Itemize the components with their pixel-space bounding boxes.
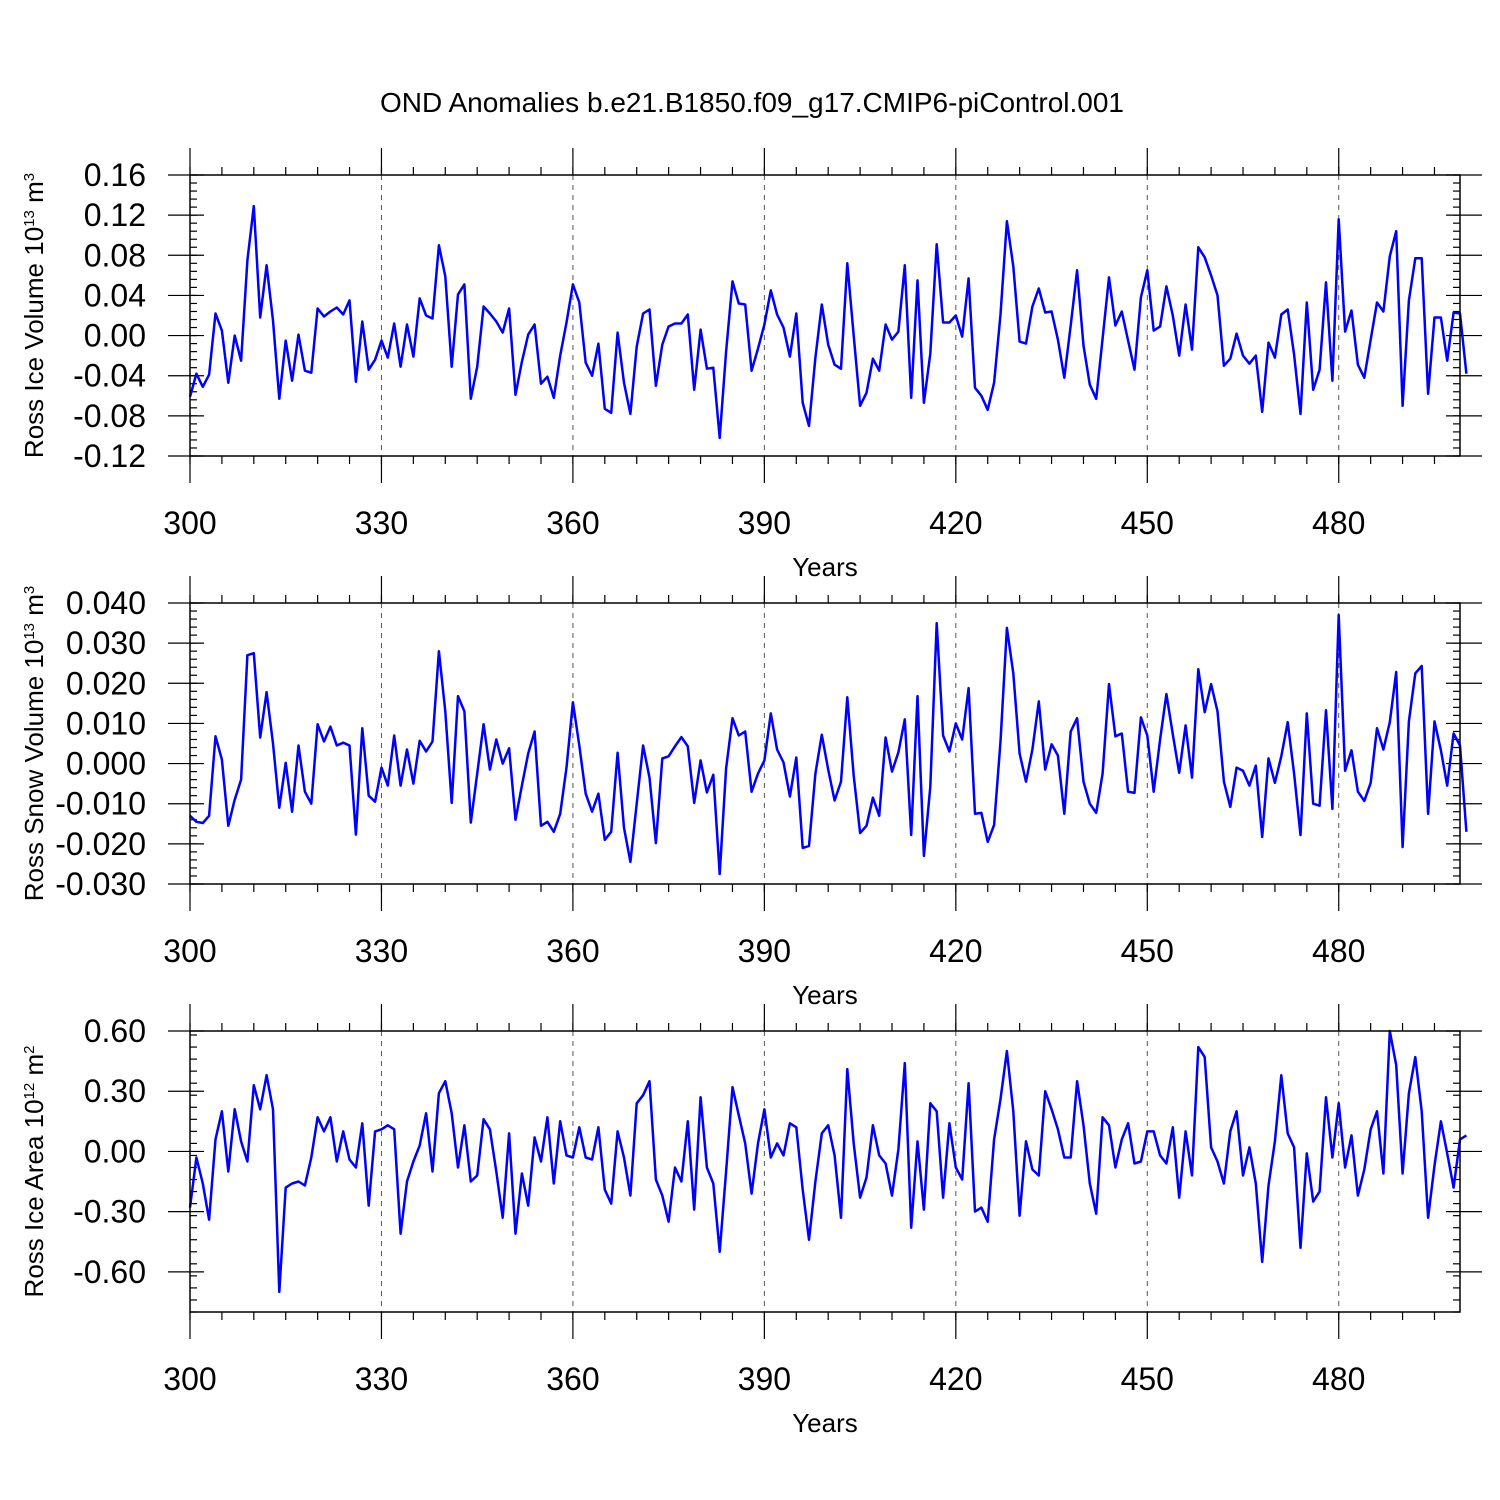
y-tick-label: -0.08 [73, 398, 146, 434]
y-axis-label: Ross Ice Area 1012 m2 [19, 1046, 49, 1298]
y-tick-label: 0.12 [84, 197, 146, 233]
x-tick-label: 420 [929, 1361, 982, 1397]
y-tick-label: -0.12 [73, 438, 146, 474]
x-tick-label: 300 [163, 1361, 216, 1397]
y-tick-label: 0.040 [66, 585, 146, 621]
y-tick-label: 0.030 [66, 625, 146, 661]
x-tick-label: 450 [1121, 1361, 1174, 1397]
y-tick-label: 0.16 [84, 157, 146, 193]
x-tick-label: 480 [1312, 505, 1365, 541]
x-tick-label: 420 [929, 505, 982, 541]
y-tick-label: -0.60 [73, 1254, 146, 1290]
data-series-line [188, 1029, 1468, 1294]
x-tick-label: 450 [1121, 933, 1174, 969]
x-tick-label: 390 [738, 1361, 791, 1397]
data-series-line [189, 613, 1468, 876]
x-tick-label: 360 [546, 505, 599, 541]
y-tick-label: 0.04 [84, 277, 146, 313]
plot-frame [189, 1030, 1461, 1313]
x-tick-label: 480 [1312, 1361, 1365, 1397]
y-tick-label: 0.00 [84, 318, 146, 354]
y-tick-label: 0.00 [84, 1133, 146, 1169]
plot-frame [189, 174, 1461, 457]
x-tick-label: 360 [546, 933, 599, 969]
y-tick-label: 0.010 [66, 705, 146, 741]
panel-ice-area: 0.60 0.30 0.00 -0.30 -0.60 300 330 360 390 420 450… [19, 1004, 1482, 1438]
y-tick-label: -0.30 [73, 1194, 146, 1230]
x-axis-label: Years [792, 980, 858, 1010]
x-tick-label: 420 [929, 933, 982, 969]
y-tick-label: 0.30 [84, 1073, 146, 1109]
x-tick-label: 390 [738, 505, 791, 541]
x-tick-label: 300 [163, 505, 216, 541]
x-tick-label: 300 [163, 933, 216, 969]
x-tick-label: 330 [355, 933, 408, 969]
y-tick-label: -0.04 [73, 358, 146, 394]
plot-frame [189, 602, 1461, 885]
x-tick-label: 330 [355, 505, 408, 541]
x-tick-label: 480 [1312, 933, 1365, 969]
panel-snow-volume: 0.040 0.030 0.020 0.010 0.000 -0.010 -0.020 -0.… [19, 576, 1482, 1010]
data-series-line [188, 204, 1468, 440]
x-tick-label: 390 [738, 933, 791, 969]
y-tick-label: 0.000 [66, 746, 146, 782]
x-axis-label: Years [792, 552, 858, 582]
x-tick-label: 330 [355, 1361, 408, 1397]
x-tick-label: 450 [1121, 505, 1174, 541]
y-tick-label: -0.030 [55, 866, 146, 902]
y-tick-label: -0.010 [55, 786, 146, 822]
panel-ice-volume: 0.16 0.12 0.08 0.04 0.00 -0.04 -0.08 -0.12 300 33… [19, 148, 1482, 582]
x-axis-label: Years [792, 1408, 858, 1438]
y-tick-label: 0.60 [84, 1013, 146, 1049]
x-tick-label: 360 [546, 1361, 599, 1397]
y-tick-label: 0.020 [66, 665, 146, 701]
chart-title: OND Anomalies b.e21.B1850.f09_g17.CMIP6-… [380, 87, 1124, 118]
y-tick-label: 0.08 [84, 237, 146, 273]
y-axis-label: Ross Ice Volume 1013 m3 [19, 173, 49, 458]
y-axis-label: Ross Snow Volume 1013 m3 [19, 586, 49, 902]
y-tick-label: -0.020 [55, 826, 146, 862]
